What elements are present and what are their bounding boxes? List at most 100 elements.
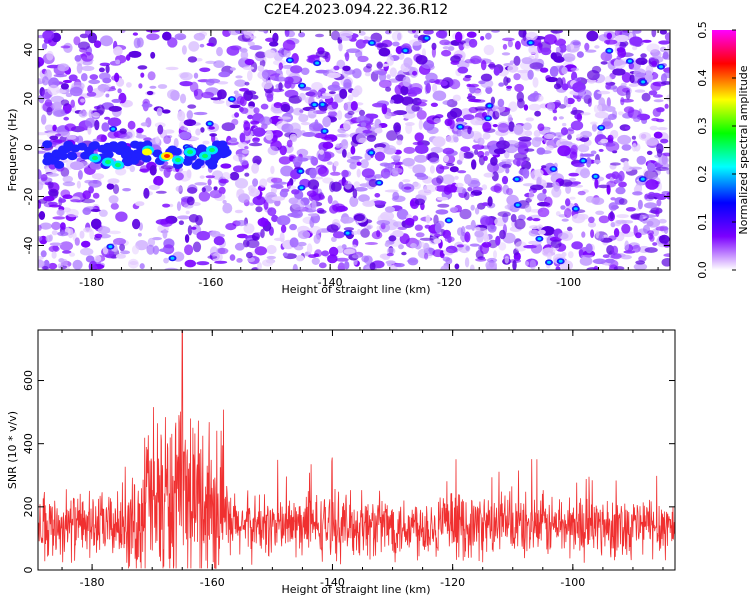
spectrogram-hotspot-core	[514, 177, 519, 181]
spectrogram-blob	[456, 129, 463, 137]
spectrogram-blob	[315, 50, 329, 58]
spectrogram-blob	[59, 241, 73, 251]
spectrogram-blob	[361, 168, 375, 179]
spectrogram-blob	[66, 208, 79, 218]
spectrogram-blob	[566, 97, 575, 105]
spectrogram-blob	[313, 234, 321, 244]
spectrogram-hotspot-core	[369, 151, 374, 155]
spectrogram-blob	[593, 159, 601, 164]
spectrogram-blob	[193, 89, 198, 97]
spectrogram-blob	[252, 155, 262, 165]
spectrogram-blob	[576, 51, 584, 58]
spectrogram-blob	[344, 261, 350, 270]
spectrogram-blob	[47, 84, 60, 96]
spectrogram-blob	[522, 183, 535, 187]
spectrogram-blob	[483, 155, 488, 161]
spectrogram-blob	[467, 126, 472, 135]
spectrogram-blob	[414, 144, 429, 154]
spectrogram-blob	[437, 203, 450, 208]
spectrogram-blob	[441, 49, 452, 57]
spectrogram-hotspot-core	[424, 36, 429, 40]
x-tick-label: -140	[320, 576, 345, 589]
spectrogram-blob	[565, 184, 572, 194]
spectrogram-blob	[208, 126, 215, 130]
spectrogram-blob	[311, 199, 317, 211]
spectrogram-blob	[612, 68, 626, 76]
spectrogram-blob	[537, 207, 550, 218]
spectrogram-blob	[343, 78, 352, 89]
spectrogram-blob	[65, 92, 73, 98]
spectrogram-blob	[545, 145, 554, 151]
spectrogram-blob	[649, 234, 655, 242]
spectrogram-blob	[97, 84, 110, 92]
spectrogram-hotspot-core	[573, 207, 578, 211]
spectrogram-blob	[81, 240, 91, 248]
spectrogram-blob	[492, 110, 500, 120]
spectrogram-blob	[81, 73, 88, 82]
spectrogram-blob	[163, 129, 175, 134]
spectrogram-blob	[297, 241, 307, 247]
spectrogram-blob	[455, 182, 464, 188]
spectrogram-blob	[579, 168, 591, 179]
spectrogram-blob	[140, 122, 149, 127]
spectrogram-blob	[455, 31, 463, 43]
spectrogram-blob	[137, 232, 142, 237]
spectrogram-blob	[543, 133, 555, 140]
spectrogram-blob	[249, 202, 255, 206]
spectrogram-blob	[40, 250, 47, 258]
spectrogram-blob	[605, 141, 620, 152]
spectrogram-blob	[233, 90, 239, 95]
spectrogram-blob	[351, 244, 357, 249]
spectrogram-blob	[501, 175, 509, 185]
snr-series-line	[38, 330, 675, 569]
spectrogram-blob	[577, 144, 590, 153]
spectrogram-blob	[580, 112, 591, 116]
x-tick-label: -100	[556, 276, 581, 289]
spectrogram-blob	[336, 245, 344, 254]
spectrogram-hotspot-core	[581, 159, 586, 163]
spectrogram-blob	[533, 169, 544, 177]
spectrogram-blob	[364, 242, 378, 245]
spectrogram-blob	[280, 224, 287, 233]
spectrogram-blob	[120, 250, 131, 255]
spectrogram-blob	[308, 89, 318, 98]
spectrogram-blob	[464, 257, 470, 268]
spectrogram-blob	[506, 77, 511, 83]
spectrogram-blob	[532, 218, 541, 222]
spectrogram-blob	[136, 37, 144, 48]
spectrogram-blob	[385, 260, 396, 265]
spectrogram-blob	[221, 172, 231, 181]
spectrogram-blob	[369, 262, 376, 270]
spectrogram-blob	[342, 149, 347, 158]
spectrogram-blob	[513, 73, 521, 81]
spectrogram-blob	[602, 254, 611, 258]
spectrogram-blob	[102, 77, 112, 84]
spectrogram-blob	[319, 95, 332, 99]
spectrogram-blob	[498, 82, 505, 87]
spectrogram-hotspot-core	[229, 97, 234, 101]
spectrogram-blob	[440, 80, 448, 86]
spectrogram-blob	[340, 216, 355, 224]
spectrogram-blob	[139, 168, 150, 173]
spectrogram-blob	[288, 95, 302, 104]
spectrogram-blob	[512, 157, 527, 166]
spectrogram-blob	[564, 208, 572, 218]
spectrogram-blob	[585, 49, 597, 53]
spectrogram-blob	[311, 193, 325, 201]
spectrogram-blob	[52, 108, 66, 118]
spectrogram-blob	[83, 227, 93, 233]
spectrogram-blob	[253, 107, 260, 114]
spectrogram-blob	[507, 64, 519, 73]
spectrogram-blob	[590, 229, 595, 239]
spectrogram-blob	[567, 226, 573, 232]
feature-hot-core	[105, 159, 111, 165]
spectrogram-blob	[286, 185, 297, 190]
feature-blob	[89, 141, 100, 150]
spectrogram-blob	[395, 46, 403, 55]
spectrogram-blob	[644, 202, 658, 209]
spectrogram-blob	[162, 203, 171, 208]
spectrogram-hotspot-core	[640, 177, 645, 181]
spectrogram-blob	[383, 147, 397, 155]
spectrogram-blob	[628, 83, 639, 87]
spectrogram-blob	[51, 230, 58, 236]
